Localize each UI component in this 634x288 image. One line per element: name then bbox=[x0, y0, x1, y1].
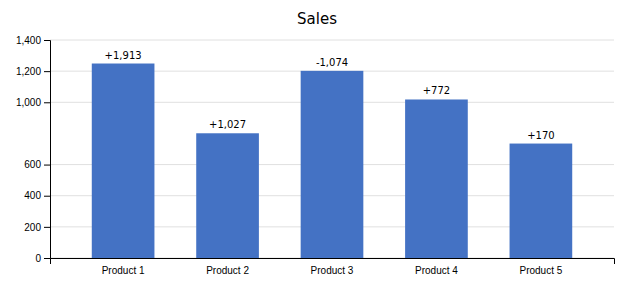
y-tick-mark bbox=[44, 258, 50, 259]
bar bbox=[92, 64, 155, 258]
y-tick-mark bbox=[44, 71, 50, 72]
y-tick-label: 400 bbox=[24, 190, 41, 201]
y-tick: 600 bbox=[24, 159, 50, 170]
y-tick: 1,200 bbox=[16, 66, 50, 77]
annotation: +1,027 bbox=[209, 119, 246, 130]
x-tick: Product 2 bbox=[206, 265, 249, 276]
y-tick: 1,400 bbox=[16, 35, 50, 46]
grid bbox=[50, 40, 614, 258]
annotations: +1,913 +1,027 -1,074 +772 +170 bbox=[105, 50, 555, 141]
y-tick: 400 bbox=[24, 190, 50, 201]
y-tick-label: 1,400 bbox=[16, 35, 41, 46]
bars bbox=[92, 64, 572, 258]
bar bbox=[301, 71, 364, 258]
y-tick-label: 1,200 bbox=[16, 66, 41, 77]
grid-line bbox=[50, 40, 614, 41]
x-tick-label: Product 2 bbox=[206, 265, 249, 276]
annotation: -1,074 bbox=[316, 57, 348, 68]
plot: 02004006001,0001,2001,400Product 1Produc… bbox=[16, 35, 615, 276]
annotation: +772 bbox=[423, 85, 450, 96]
x-tick-label: Product 1 bbox=[102, 265, 145, 276]
x-tick-label: Product 3 bbox=[311, 265, 354, 276]
annotation: +170 bbox=[527, 130, 554, 141]
x-tick-label: Product 4 bbox=[415, 265, 458, 276]
y-tick-mark bbox=[44, 102, 50, 103]
x-tick: Product 3 bbox=[311, 265, 354, 276]
bar bbox=[405, 99, 468, 258]
x-tick-label: Product 5 bbox=[519, 265, 562, 276]
x-axis: Product 1 Product 2 Product 3 Product 4 Prod… bbox=[51, 259, 615, 277]
annotation: +1,913 bbox=[105, 50, 142, 61]
chart: 02004006001,0001,2001,400Product 1Produc… bbox=[0, 0, 634, 288]
y-tick-label: 600 bbox=[24, 159, 41, 170]
x-tick: Product 1 bbox=[102, 265, 145, 276]
y-tick-label: 200 bbox=[24, 222, 41, 233]
y-tick: 1,000 bbox=[16, 97, 50, 108]
y-tick: 0 bbox=[35, 253, 50, 264]
y-tick-mark bbox=[44, 196, 50, 197]
y-tick-mark bbox=[44, 165, 50, 166]
y-tick: 200 bbox=[24, 222, 50, 233]
y-tick-label: 1,000 bbox=[16, 97, 41, 108]
y-tick-mark bbox=[44, 40, 50, 41]
bar bbox=[510, 144, 573, 258]
x-tick: Product 5 bbox=[519, 265, 562, 276]
y-tick-mark bbox=[44, 227, 50, 228]
title: Sales bbox=[297, 10, 337, 28]
y-tick-label: 0 bbox=[35, 253, 41, 264]
x-tick: Product 4 bbox=[415, 265, 458, 276]
y-axis-line bbox=[44, 41, 51, 259]
x-axis-line bbox=[51, 259, 615, 265]
y-axis: 0 200 400 600 1,000 1,200 1,400 bbox=[16, 35, 51, 264]
bar bbox=[196, 133, 259, 258]
